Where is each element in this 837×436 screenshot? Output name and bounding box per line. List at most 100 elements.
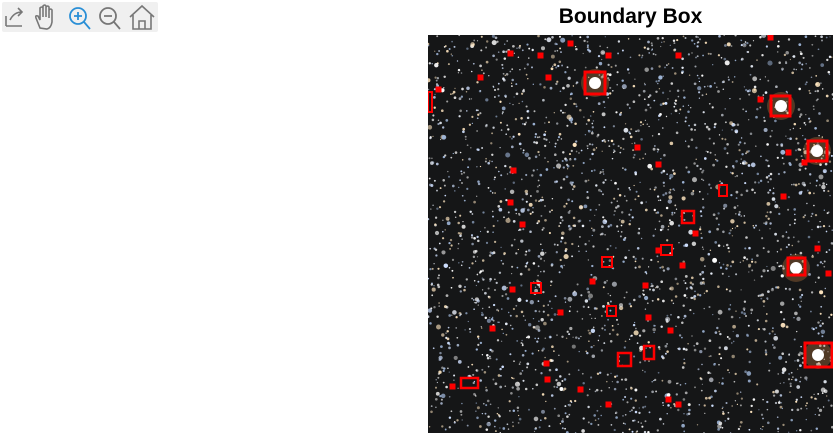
star [429, 136, 432, 140]
star [705, 125, 709, 129]
star [525, 173, 528, 177]
star [534, 325, 540, 331]
zoom-out-button[interactable] [99, 7, 121, 30]
star [538, 184, 541, 187]
star [572, 185, 576, 188]
star [518, 297, 521, 299]
star [433, 285, 435, 287]
star [433, 263, 435, 265]
star [756, 383, 759, 386]
star [685, 166, 688, 169]
star [491, 153, 494, 156]
zoom-in-button[interactable] [69, 7, 91, 30]
star [539, 419, 542, 422]
star [484, 160, 487, 163]
star [592, 228, 596, 232]
star [476, 256, 479, 258]
star [549, 336, 552, 338]
boundary-box [616, 351, 633, 368]
star [544, 38, 547, 41]
star [556, 80, 559, 83]
star [724, 138, 727, 141]
star [751, 269, 754, 272]
star [617, 40, 621, 43]
star [489, 160, 491, 162]
star [602, 181, 605, 184]
star [601, 150, 603, 152]
home-button[interactable] [129, 4, 155, 30]
star [508, 281, 511, 285]
star [684, 37, 687, 39]
star [663, 41, 665, 43]
star [511, 137, 513, 140]
star [456, 343, 460, 347]
star [819, 290, 824, 295]
star [743, 215, 746, 217]
star [698, 190, 701, 193]
star [538, 154, 540, 156]
star [673, 212, 676, 214]
star [729, 432, 732, 433]
star [731, 260, 735, 264]
star [482, 211, 485, 214]
star [684, 282, 687, 285]
star [497, 374, 501, 377]
star [491, 132, 494, 135]
star [494, 192, 496, 194]
star [514, 118, 518, 121]
star [718, 330, 721, 333]
star [797, 182, 800, 186]
star [709, 85, 712, 88]
star [681, 181, 685, 184]
boundary-box-small [667, 327, 674, 334]
star [450, 93, 452, 95]
star [766, 408, 769, 411]
star [751, 188, 754, 192]
star [476, 406, 480, 410]
star [602, 139, 606, 142]
star [501, 308, 503, 310]
star [568, 228, 572, 231]
export-button[interactable] [5, 7, 24, 27]
star [768, 369, 771, 372]
star [786, 111, 790, 115]
star [526, 208, 530, 212]
star [601, 315, 603, 317]
star [602, 170, 605, 173]
star [481, 69, 483, 72]
star [691, 283, 695, 286]
star [618, 303, 624, 308]
star [561, 380, 564, 382]
star [798, 115, 802, 118]
star [506, 287, 508, 289]
star [684, 116, 688, 119]
pan-button[interactable] [34, 4, 53, 30]
boundary-box-small [544, 376, 551, 383]
star [498, 207, 503, 212]
star [802, 147, 805, 150]
star [597, 417, 600, 420]
star [702, 248, 705, 250]
star [460, 95, 464, 98]
star [642, 293, 645, 296]
star [446, 337, 450, 341]
star [487, 161, 491, 165]
star [522, 228, 525, 231]
star [482, 402, 485, 405]
star [564, 405, 567, 408]
star [736, 403, 739, 406]
star [735, 334, 740, 338]
star [501, 365, 505, 369]
star [821, 392, 824, 394]
star [486, 318, 491, 323]
star [694, 290, 696, 293]
star [589, 158, 592, 161]
star [682, 260, 685, 264]
boundary-box-small [519, 221, 526, 228]
star [717, 54, 721, 57]
star [803, 121, 806, 124]
star [550, 284, 552, 287]
star [817, 240, 820, 244]
star [674, 99, 677, 102]
boundary-box [786, 256, 807, 277]
